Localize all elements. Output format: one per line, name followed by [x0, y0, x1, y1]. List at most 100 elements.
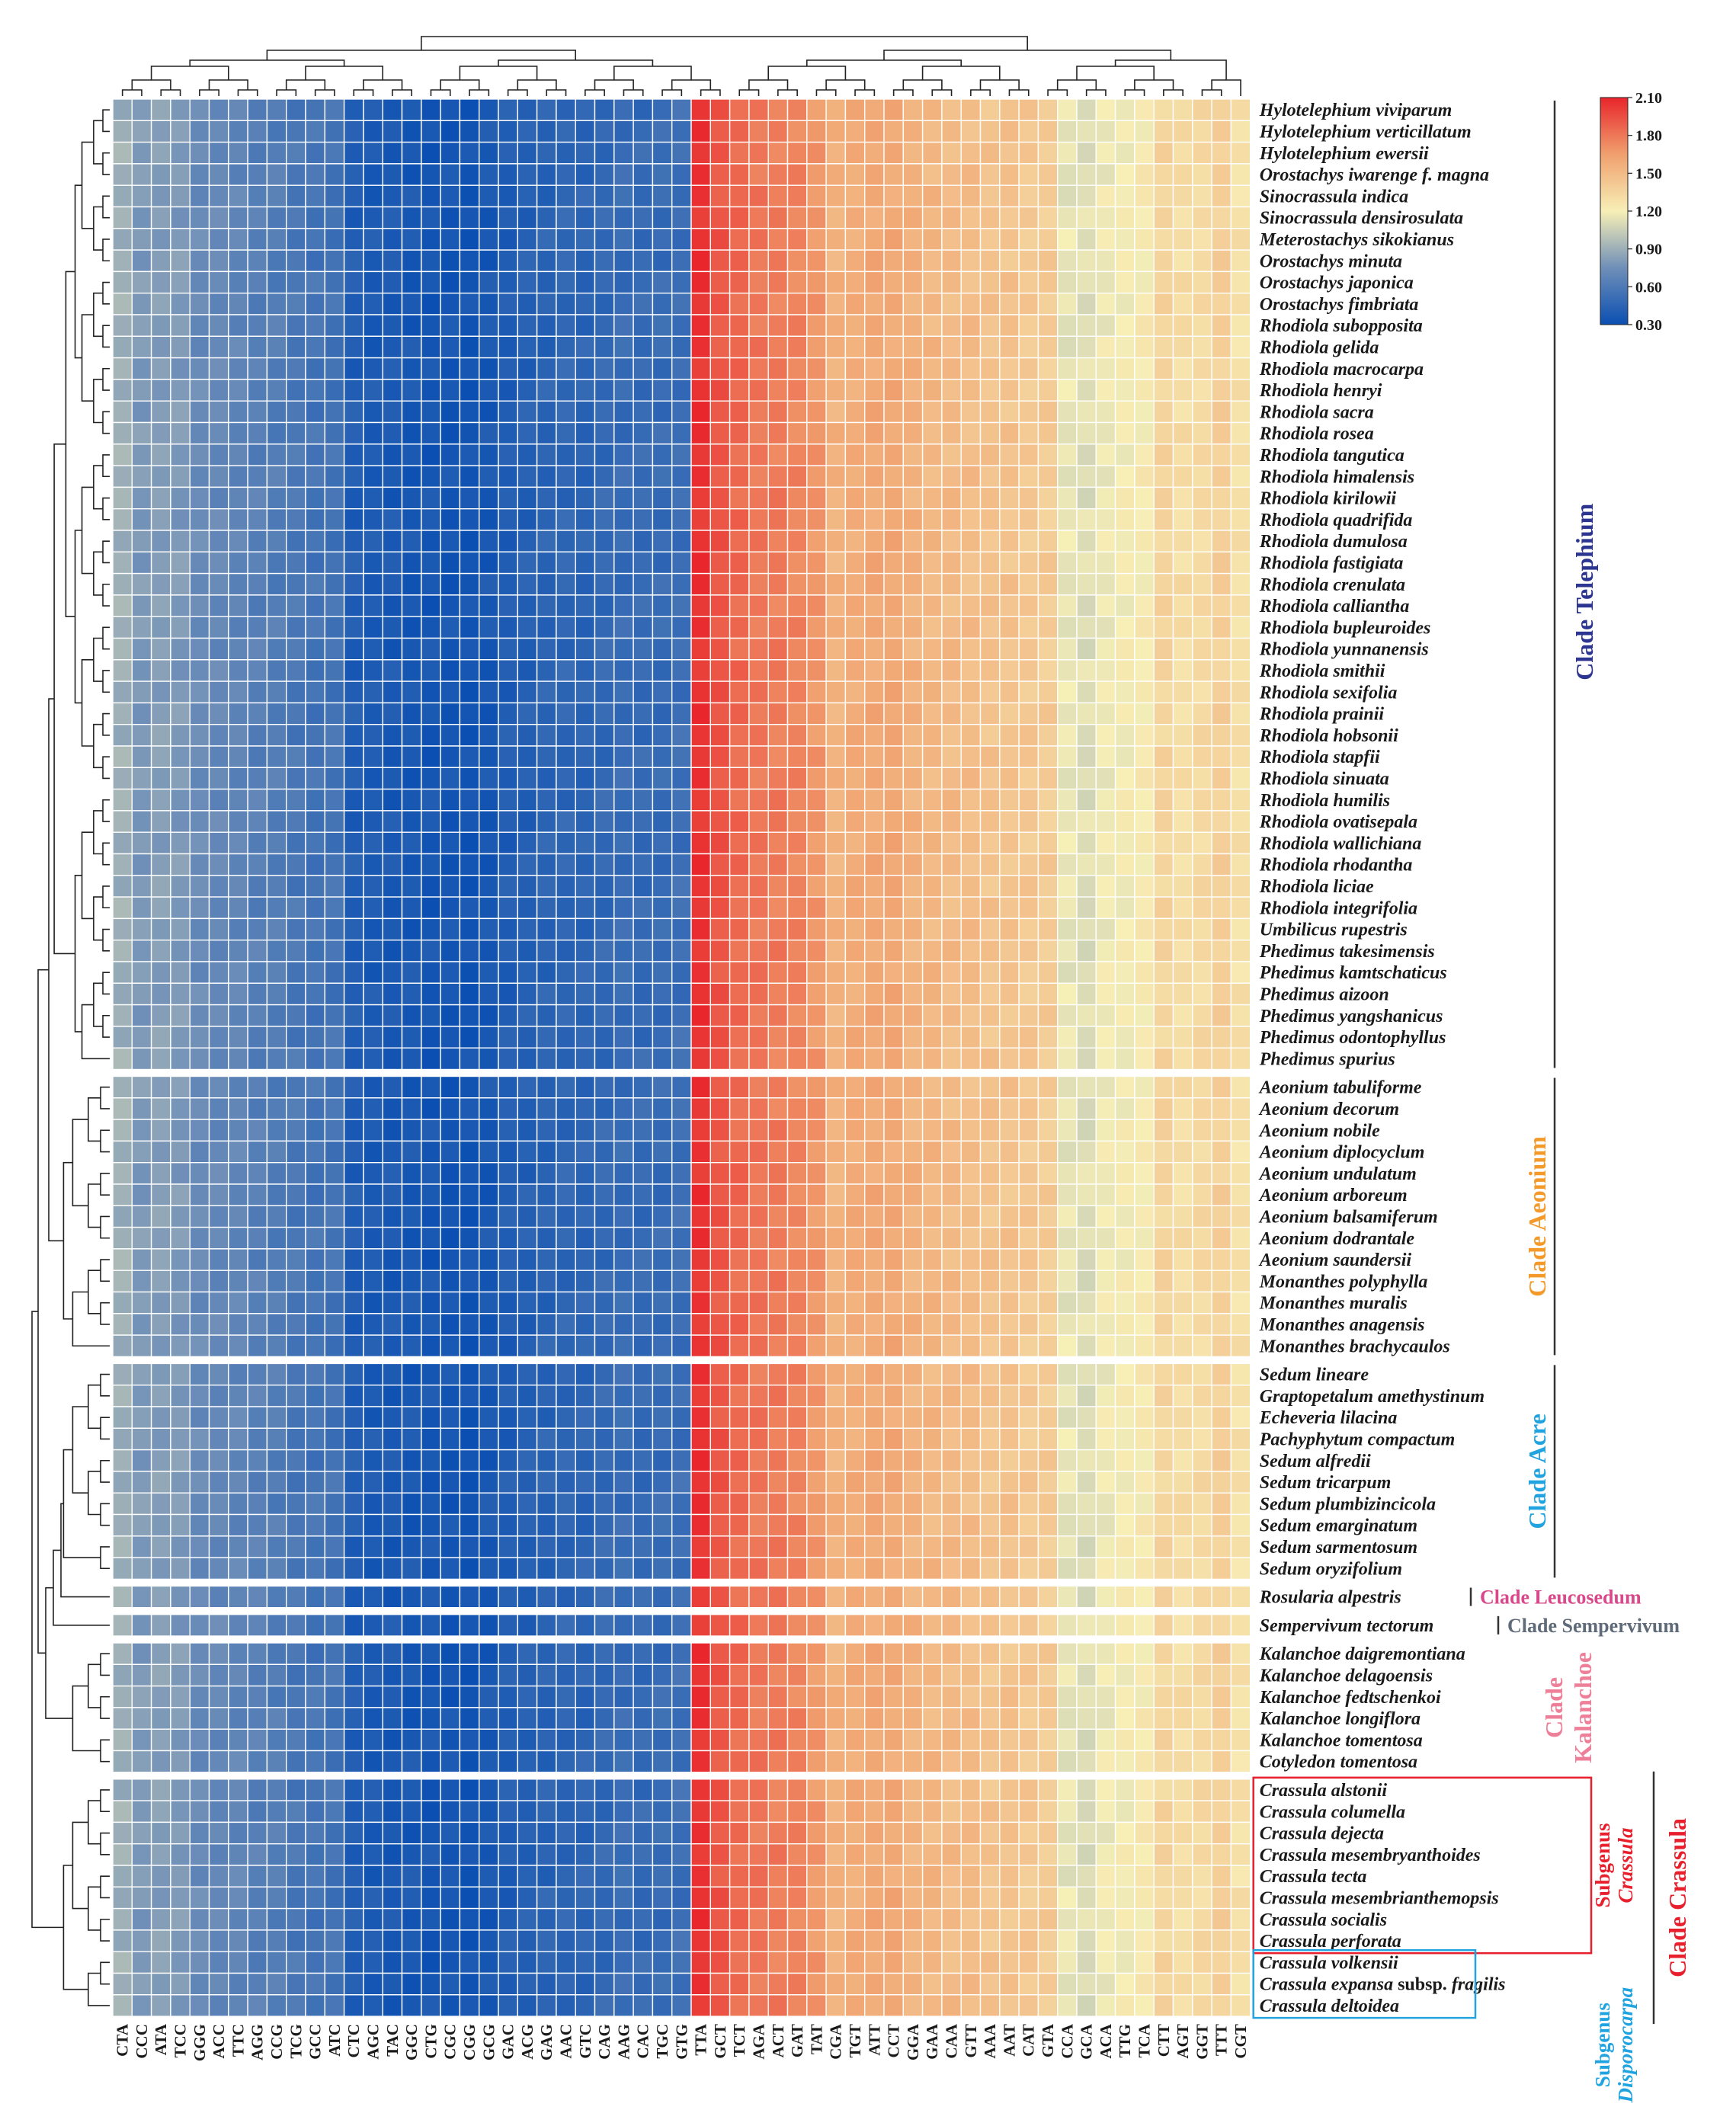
heatmap-cell — [960, 249, 982, 273]
heatmap-cell — [594, 875, 615, 898]
heatmap-cell — [363, 1026, 383, 1049]
heatmap-cell — [1230, 616, 1251, 639]
heatmap-cell — [1134, 1161, 1155, 1185]
heatmap-cell — [1153, 1140, 1174, 1164]
heatmap-cell — [613, 745, 634, 768]
heatmap-cell — [1076, 1427, 1097, 1451]
heatmap-cell — [459, 1161, 480, 1185]
heatmap-cell — [556, 1248, 576, 1271]
heatmap-cell — [960, 486, 982, 510]
heatmap-cell — [1153, 314, 1174, 337]
heatmap-cell — [806, 1004, 827, 1027]
heatmap-cell — [729, 896, 750, 920]
heatmap-cell — [1037, 1907, 1059, 1931]
row-dendrogram — [31, 109, 110, 2006]
heatmap-cell — [941, 1471, 962, 1494]
heatmap-cell — [941, 530, 962, 552]
heatmap-cell — [286, 1270, 306, 1293]
heatmap-cell — [1056, 1140, 1078, 1164]
heatmap-cell — [421, 1728, 441, 1752]
heatmap-cell — [1056, 788, 1078, 812]
heatmap-cell — [902, 141, 924, 165]
heatmap-cell — [1018, 163, 1039, 186]
heatmap-cell — [324, 1406, 345, 1429]
heatmap-cell — [1134, 939, 1155, 962]
heatmap-cell — [305, 745, 325, 768]
heatmap-cell — [517, 767, 538, 790]
heatmap-cell — [767, 335, 789, 359]
heatmap-cell — [228, 206, 248, 229]
heatmap-cell — [921, 1313, 943, 1336]
heatmap-cell — [401, 421, 422, 445]
heatmap-cell — [1018, 379, 1039, 402]
heatmap-cell — [844, 1075, 866, 1099]
heatmap-cell — [786, 120, 808, 143]
heatmap-cell — [671, 1226, 692, 1250]
heatmap-cell — [266, 1406, 287, 1429]
heatmap-cell — [999, 1161, 1020, 1185]
heatmap-cell — [999, 1471, 1020, 1494]
heatmap-cell — [825, 486, 847, 510]
heatmap-cell — [999, 1886, 1020, 1910]
heatmap-cell — [1114, 228, 1135, 251]
heatmap-cell — [1018, 1004, 1039, 1027]
heatmap-cell — [806, 357, 827, 380]
heatmap-cell — [1076, 1707, 1097, 1730]
heatmap-cell — [1056, 702, 1078, 725]
heatmap-cell — [479, 1471, 499, 1494]
heatmap-cell — [671, 1800, 692, 1823]
heatmap-cell — [806, 1313, 827, 1336]
heatmap-cell — [536, 1513, 557, 1537]
heatmap-cell — [131, 1513, 152, 1537]
heatmap-cell — [1037, 1779, 1059, 1801]
heatmap-cell — [786, 228, 808, 251]
heatmap-cell — [363, 314, 383, 337]
heatmap-cell — [1134, 1291, 1155, 1314]
heatmap-cell — [671, 1384, 692, 1407]
heatmap-cell — [575, 1821, 596, 1845]
heatmap-cell — [556, 1557, 576, 1580]
heatmap-cell — [266, 335, 287, 359]
heatmap-cell — [1230, 1535, 1251, 1558]
heatmap-cell — [786, 1270, 808, 1293]
heatmap-cell — [767, 1642, 789, 1665]
heatmap-cell — [1134, 810, 1155, 833]
heatmap-cell — [767, 1291, 789, 1314]
heatmap-cell — [786, 1886, 808, 1910]
heatmap-cell — [575, 1427, 596, 1451]
heatmap-cell — [150, 141, 171, 165]
heatmap-cell — [613, 206, 634, 229]
heatmap-cell — [652, 1821, 673, 1845]
heatmap-cell — [786, 249, 808, 273]
heatmap-cell — [960, 314, 982, 337]
heatmap-cell — [556, 1406, 576, 1429]
heatmap-cell — [324, 616, 345, 639]
heatmap-cell — [709, 206, 731, 229]
heatmap-cell — [421, 961, 441, 984]
heatmap-cell — [1230, 421, 1251, 445]
heatmap-cell — [286, 465, 306, 488]
heatmap-cell — [189, 335, 210, 359]
heatmap-cell — [652, 357, 673, 380]
heatmap-cell — [883, 228, 904, 251]
heatmap-cell — [1076, 810, 1097, 833]
heatmap-cell — [999, 767, 1020, 790]
heatmap-cell — [536, 1313, 557, 1336]
heatmap-cell — [382, 508, 403, 531]
heatmap-cell — [748, 982, 769, 1006]
heatmap-cell — [401, 1226, 422, 1250]
heatmap-cell — [786, 1362, 808, 1386]
heatmap-cell — [806, 1907, 827, 1931]
heatmap-cell — [806, 875, 827, 898]
heatmap-cell — [1134, 1750, 1155, 1773]
heatmap-cell — [363, 443, 383, 466]
heatmap-cell — [286, 1557, 306, 1580]
heatmap-cell — [208, 465, 229, 488]
heatmap-cell — [575, 1226, 596, 1250]
heatmap-cell — [613, 335, 634, 359]
heatmap-cell — [729, 1585, 750, 1609]
heatmap-cell — [1095, 184, 1116, 208]
heatmap-cell — [305, 379, 325, 402]
heatmap-cell — [709, 1270, 731, 1293]
heatmap-cell — [748, 1097, 769, 1120]
